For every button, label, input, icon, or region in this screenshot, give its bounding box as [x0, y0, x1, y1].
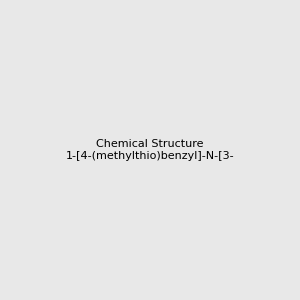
Text: Chemical Structure
1-[4-(methylthio)benzyl]-N-[3-: Chemical Structure 1-[4-(methylthio)benz… — [66, 139, 234, 161]
